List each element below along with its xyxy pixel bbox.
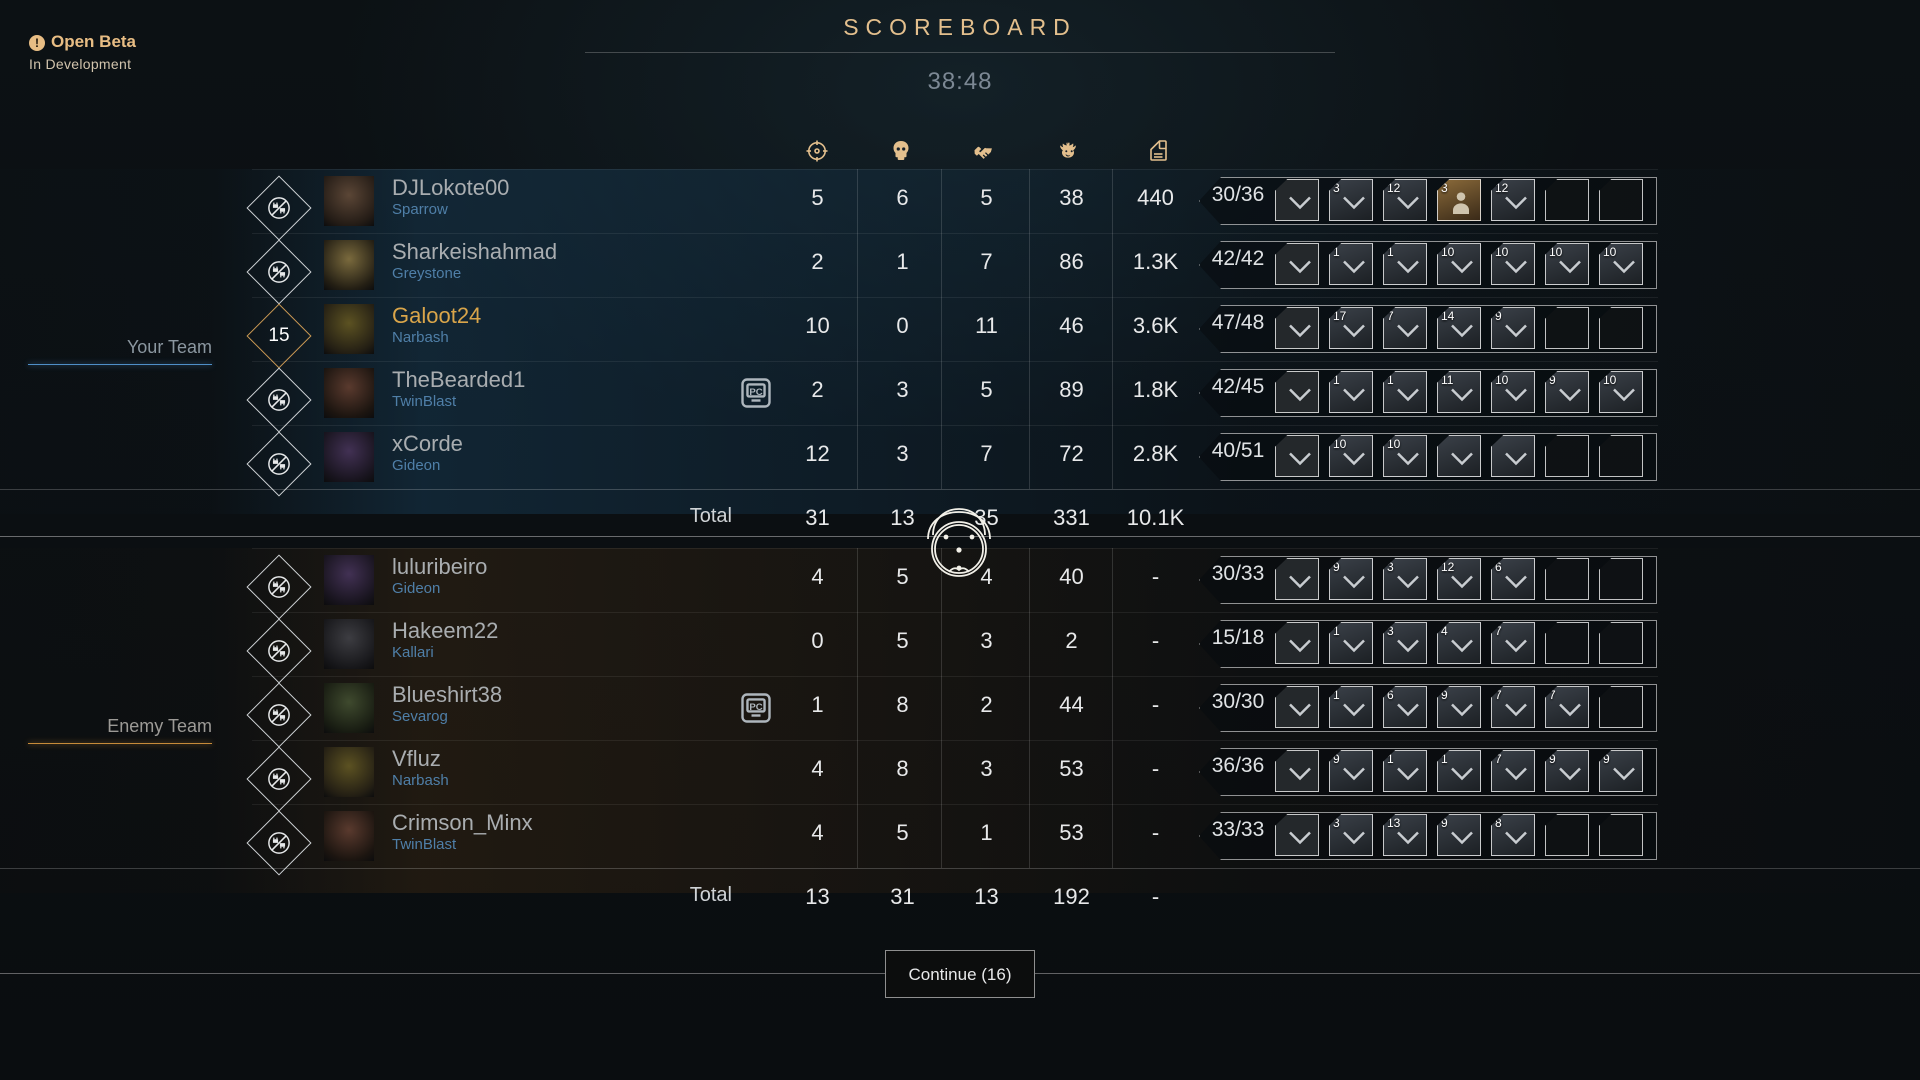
svg-text:PC: PC xyxy=(749,702,762,713)
svg-text:PC: PC xyxy=(749,387,762,398)
